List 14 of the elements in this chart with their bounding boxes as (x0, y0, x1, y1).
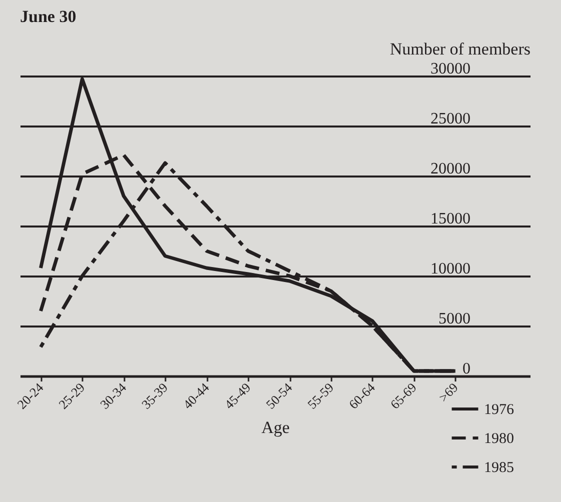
x-axis-title: Age (261, 418, 290, 437)
legend-label: 1985 (484, 460, 514, 476)
y-axis-title: Number of members (390, 40, 530, 58)
y-tick-label: 0 (462, 360, 470, 378)
y-tick-label: 5000 (438, 310, 470, 328)
x-tick-label: >69 (436, 380, 461, 405)
legend-label: 1976 (484, 402, 514, 418)
chart-title: June 30 (20, 7, 76, 26)
y-tick-label: 10000 (430, 260, 470, 278)
y-tick-label: 30000 (430, 60, 470, 78)
y-tick-label: 15000 (430, 210, 470, 228)
y-tick-label: 20000 (430, 160, 470, 178)
legend-label: 1980 (484, 431, 514, 447)
y-tick-label: 25000 (430, 110, 470, 128)
